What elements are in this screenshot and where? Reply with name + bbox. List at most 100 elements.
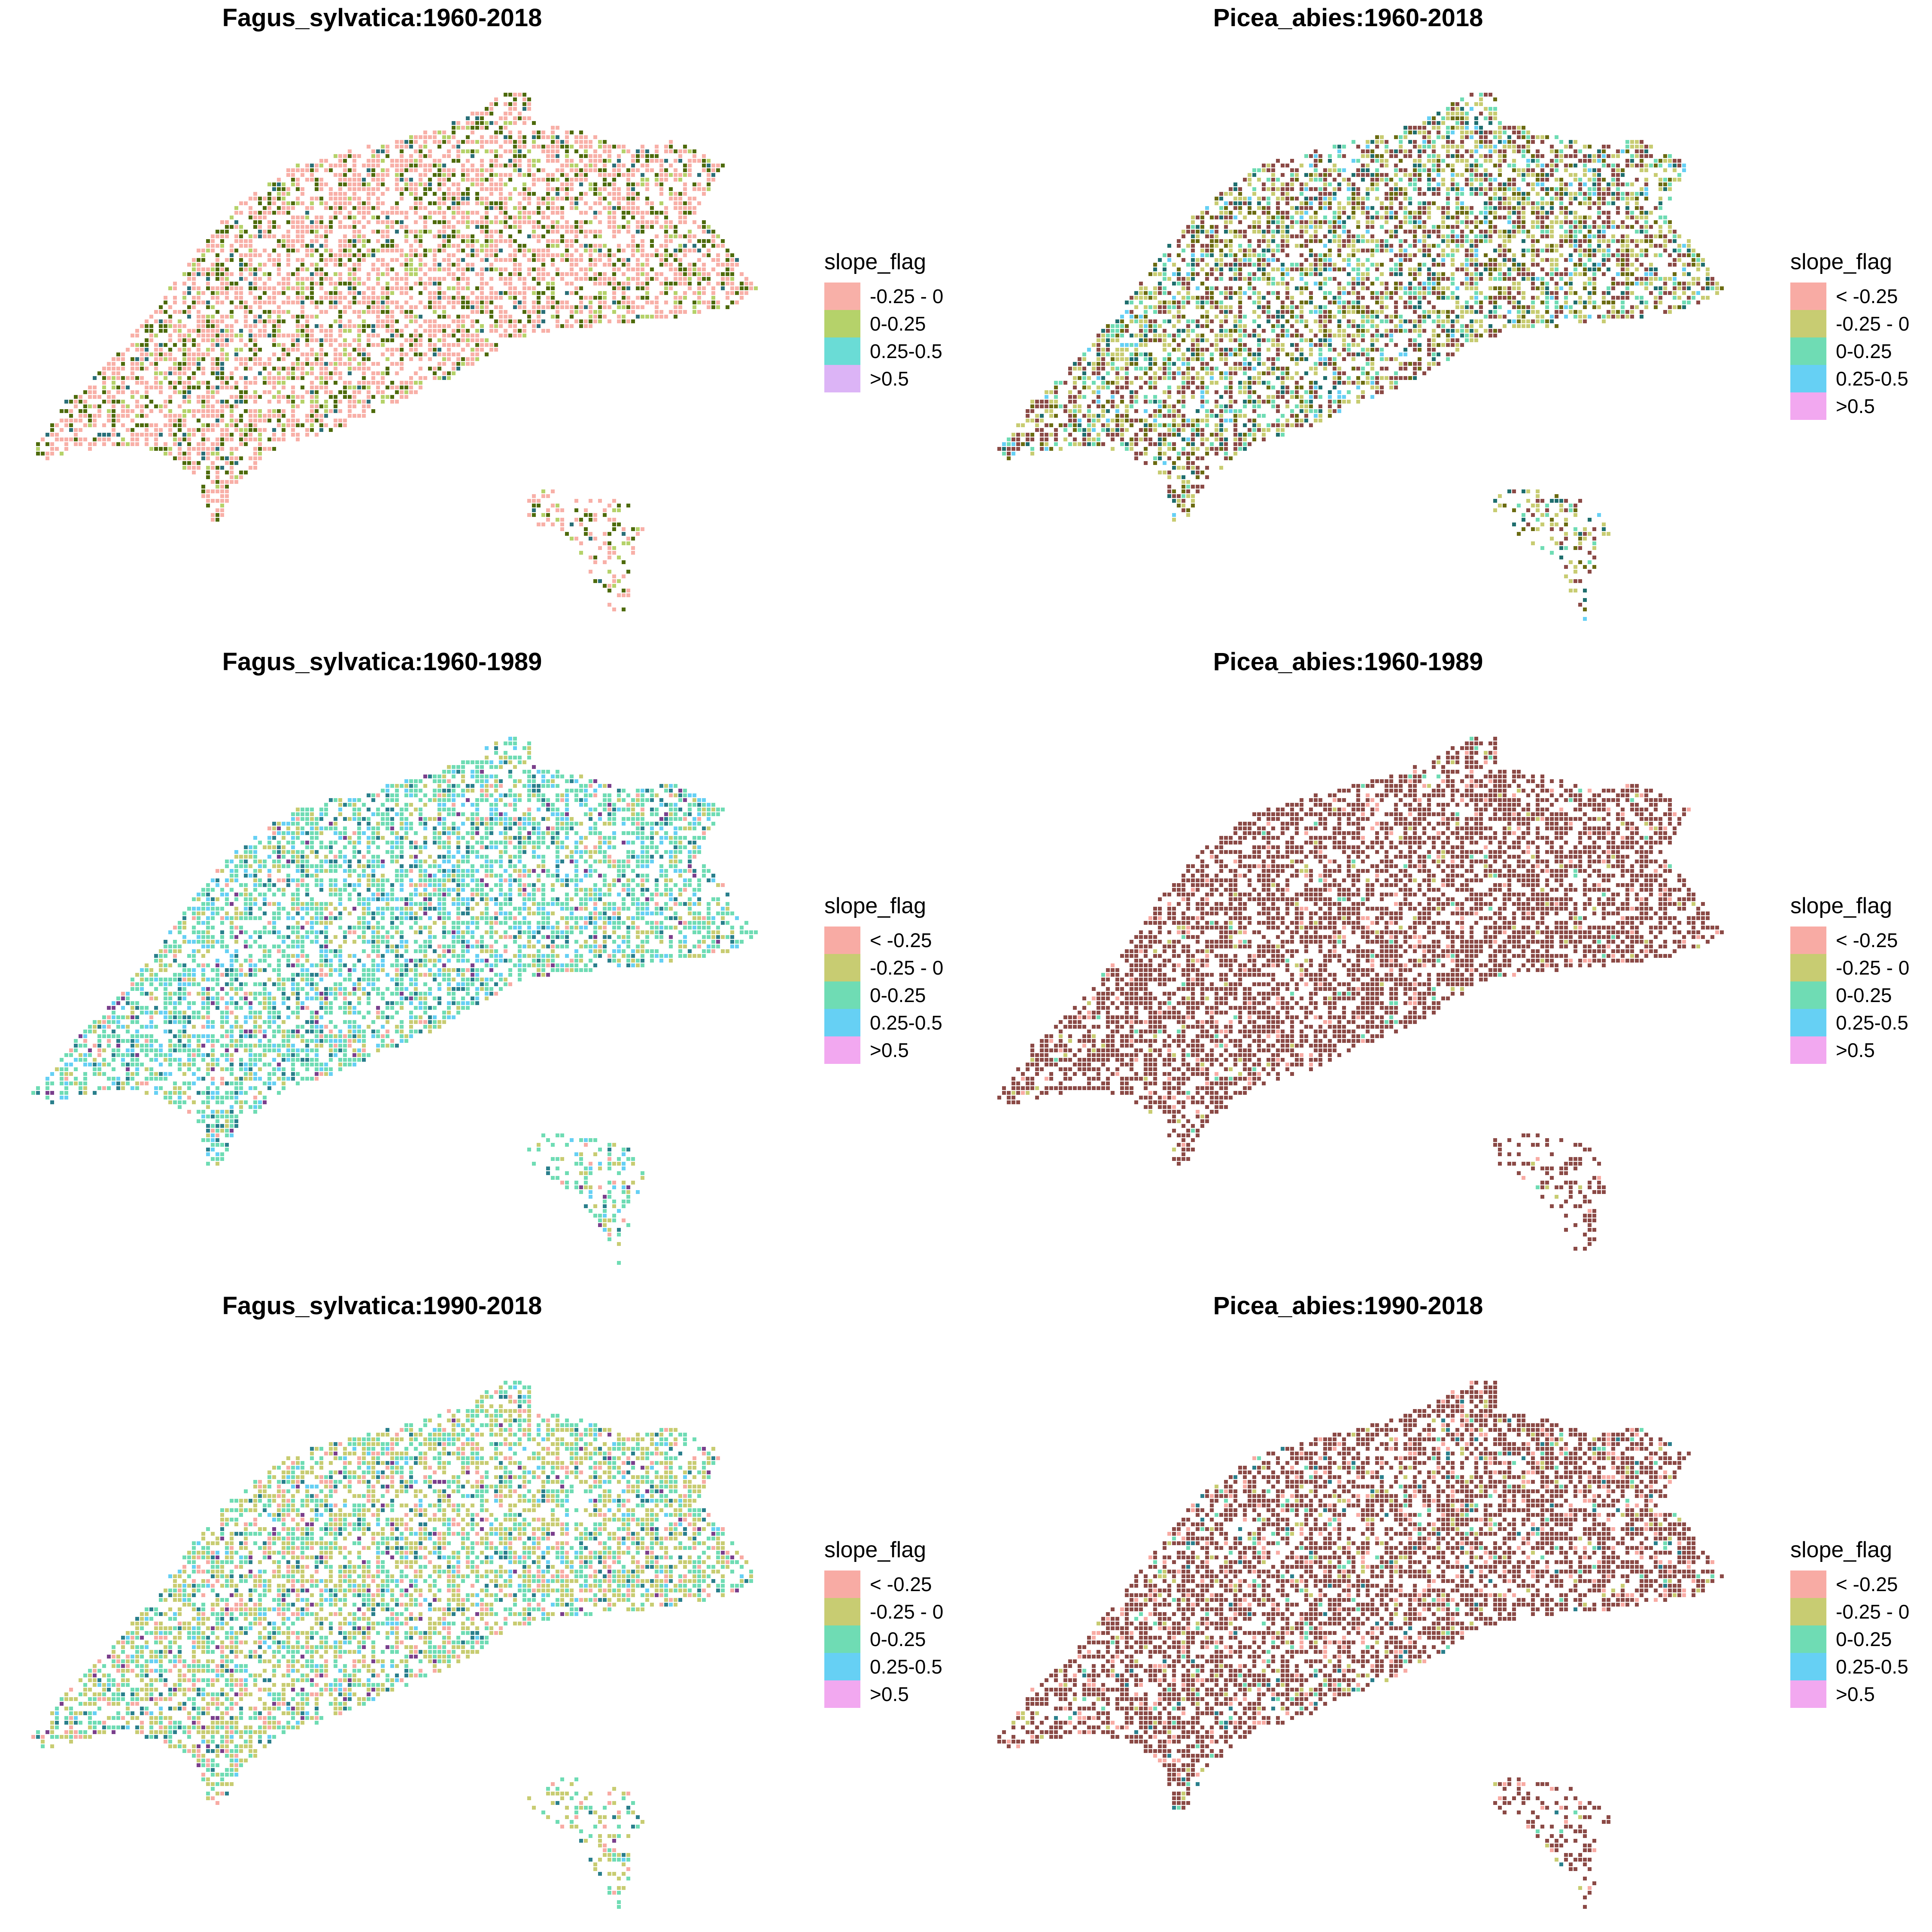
map-cell xyxy=(1517,131,1521,134)
map-cell xyxy=(386,348,389,352)
map-cell xyxy=(409,376,413,380)
map-cell xyxy=(683,277,687,281)
map-cell xyxy=(499,230,503,234)
map-cell xyxy=(263,234,267,238)
map-cell xyxy=(608,541,611,545)
map-cell xyxy=(381,192,385,196)
map-cell xyxy=(560,272,564,276)
map-cell xyxy=(348,149,352,153)
map-cell xyxy=(626,187,630,191)
map-cell xyxy=(154,367,158,371)
map-cell xyxy=(669,253,673,257)
map-cell xyxy=(1432,168,1436,172)
map-cell xyxy=(220,301,224,304)
map-cell xyxy=(636,277,640,281)
map-cell xyxy=(1333,178,1337,182)
map-cell xyxy=(272,381,276,385)
map-cell xyxy=(367,390,371,394)
map-cell xyxy=(565,239,569,243)
map-cell xyxy=(471,149,474,153)
map-cell xyxy=(518,168,522,172)
map-cell xyxy=(1597,168,1601,172)
map-cell xyxy=(296,357,300,361)
map-cell xyxy=(485,244,489,248)
map-cell xyxy=(362,182,366,186)
map-cell xyxy=(489,315,493,319)
map-cell xyxy=(352,357,356,361)
map-cell xyxy=(513,206,517,210)
map-cell xyxy=(494,159,498,163)
map-cell xyxy=(216,442,219,446)
map-cell xyxy=(357,173,361,177)
map-cell xyxy=(1385,159,1388,163)
map-cell xyxy=(404,211,408,215)
map-cell xyxy=(593,164,597,167)
map-cell xyxy=(206,466,210,470)
map-cell xyxy=(1597,206,1601,210)
map-cell xyxy=(145,367,149,371)
map-cell xyxy=(319,367,323,371)
map-cell xyxy=(1385,178,1388,182)
map-cell xyxy=(263,216,267,219)
map-cell xyxy=(367,253,371,257)
map-cell xyxy=(409,253,413,257)
map-cell xyxy=(612,182,616,186)
map-cell xyxy=(1314,211,1318,215)
map-cell xyxy=(1602,145,1606,149)
map-cell xyxy=(404,381,408,385)
map-cell xyxy=(419,206,422,210)
map-cell xyxy=(1394,135,1398,139)
map-cell xyxy=(541,319,545,323)
map-cell xyxy=(131,390,134,394)
map-cell xyxy=(1281,182,1285,186)
map-cell xyxy=(570,258,574,262)
map-cell xyxy=(244,400,248,404)
map-cell xyxy=(645,272,649,276)
map-cell xyxy=(1484,201,1488,205)
map-cell xyxy=(697,225,701,229)
map-cell xyxy=(442,220,446,224)
map-cell xyxy=(182,452,186,456)
map-cell xyxy=(693,220,696,224)
map-cell xyxy=(442,371,446,375)
map-cell xyxy=(249,291,252,295)
map-cell xyxy=(376,267,380,271)
map-cell xyxy=(541,216,545,219)
map-cell xyxy=(480,305,484,309)
map-cell xyxy=(697,258,701,262)
map-cell xyxy=(437,305,441,309)
map-cell xyxy=(442,211,446,215)
map-cell xyxy=(631,206,635,210)
map-cell xyxy=(508,319,512,323)
map-cell xyxy=(1366,173,1370,177)
map-cell xyxy=(409,187,413,191)
map-cell xyxy=(437,220,441,224)
map-cell xyxy=(258,319,262,323)
map-cell xyxy=(655,296,659,300)
map-cell xyxy=(1399,187,1403,191)
map-cell xyxy=(220,338,224,342)
map-cell xyxy=(603,244,607,248)
map-cell xyxy=(688,282,692,286)
map-cell xyxy=(636,258,640,262)
map-cell xyxy=(655,182,659,186)
map-cell xyxy=(1394,182,1398,186)
map-cell xyxy=(211,423,215,427)
map-cell xyxy=(456,149,460,153)
map-cell xyxy=(371,216,375,219)
map-cell xyxy=(1432,149,1436,153)
map-cell xyxy=(376,343,380,347)
map-cell xyxy=(537,522,541,526)
map-cell xyxy=(357,381,361,385)
map-cell xyxy=(414,187,418,191)
map-cell xyxy=(154,423,158,427)
map-cell xyxy=(485,140,489,144)
map-cell xyxy=(499,145,503,149)
map-cell xyxy=(376,301,380,304)
map-cell xyxy=(286,282,290,286)
map-cell xyxy=(352,267,356,271)
map-cell xyxy=(513,286,517,290)
map-cell xyxy=(178,414,182,418)
map-cell xyxy=(1257,168,1261,172)
map-cell xyxy=(1635,164,1639,167)
